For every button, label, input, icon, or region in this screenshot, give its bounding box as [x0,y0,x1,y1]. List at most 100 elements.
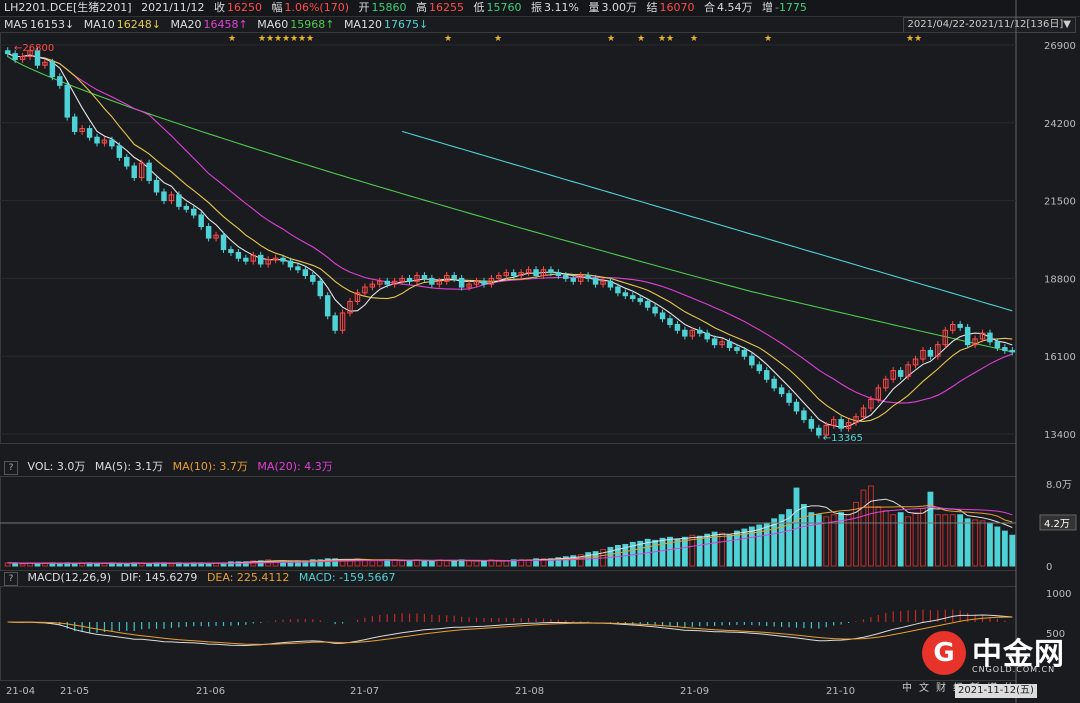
volume-bar [510,559,517,567]
candle [116,145,123,158]
candle [905,364,911,377]
volume-ma-lines [0,498,1016,565]
candle [987,332,993,343]
volume-bar [205,563,212,567]
volume-bar [734,530,740,567]
volume-legend: ? VOL: 3.0万 MA(5): 3.1万 MA(10): 3.7万 MA(… [0,459,339,475]
event-star: ★ [258,34,266,44]
open-label: 开 [358,1,370,14]
volume-bar [726,534,733,567]
candle [310,275,316,282]
volume-bar [905,516,912,567]
candle [64,84,70,118]
axis-labels: ←26800 ←13365 13400 16100 18800 21500 24200 269… [6,41,1077,697]
candle [458,277,465,288]
volume-bar [867,485,874,567]
volume-bar [756,524,763,567]
candle [563,275,569,279]
candle [161,191,167,202]
candle [726,341,733,349]
candle [734,347,740,351]
volume-bar [317,559,324,567]
candle [27,50,33,58]
volume-bar [503,560,510,567]
candle [339,312,346,331]
ma10-line [7,53,1013,422]
volume-bar [473,560,480,567]
price-tick: 13400 [1044,430,1076,441]
volume-bar [399,560,406,567]
ma60-line [7,56,1013,353]
candle [19,56,26,60]
volume-bar [875,506,882,567]
candle [853,416,859,423]
volume-bar [1009,534,1016,567]
x-tick: 21-07 [350,686,379,697]
volume-bar [123,563,130,567]
low-label: 低 [473,1,485,14]
vol-help-button[interactable]: ? [4,461,18,475]
volume-bar [555,557,562,567]
volume-bar [853,501,859,567]
candle [615,286,621,294]
candle [808,419,815,429]
candle [384,280,390,285]
close-label: 收 [213,1,225,14]
price-tick: 26900 [1044,41,1076,52]
volume-bar [257,560,264,567]
event-star: ★ [764,34,772,44]
volume-bar [823,516,830,567]
inc-value: -1775 [774,1,807,14]
volume-bar [808,512,815,567]
candle [979,332,986,340]
volume-bar [71,563,78,567]
candle [12,53,18,60]
candle [488,277,495,285]
volume-bar [860,489,867,567]
event-star: ★ [906,34,914,44]
candle [243,257,249,262]
volume-bar [786,509,792,567]
volume-bar [235,561,242,567]
volume-bar [719,532,725,567]
volume-bar [146,563,153,567]
candle [168,194,175,202]
candle [927,349,934,357]
candle [34,50,41,66]
candle [503,272,510,277]
volume-ref-box [1039,514,1077,531]
volume-bar [741,528,748,567]
volume-bar [801,504,807,567]
volume-bar [934,514,941,567]
candle [153,179,160,193]
candle [786,393,792,403]
settle-label: 结 [646,1,658,14]
oi-label: 合 [703,1,715,14]
candle [816,427,822,436]
volume-bar [443,560,450,567]
ma120-line [401,130,1013,312]
volume-bar [897,512,904,567]
candle [875,387,882,400]
event-star: ★ [444,34,452,44]
symbol-label[interactable]: LH2201.DCE[生猪2201] [4,1,132,14]
volume-bar [830,514,837,567]
candle [250,254,257,262]
candle [637,298,643,302]
macd-help-button[interactable]: ? [4,572,18,586]
candle [235,251,242,259]
candle [228,249,234,253]
candle [176,194,182,207]
vol-text: VOL: 3.0万 [27,460,86,473]
ma120-value: 17675↓ [383,18,429,31]
volume-bar [369,560,376,567]
candle [444,275,450,282]
volume-bar [116,563,123,567]
volume-bar [309,559,316,567]
macd-legend: ? MACD(12,26,9) DIF: 145.6279 DEA: 225.4… [0,570,402,586]
candle [257,254,264,265]
candle [510,272,517,277]
ma5-line [7,53,1013,428]
x-tick: 21-09 [680,686,709,697]
